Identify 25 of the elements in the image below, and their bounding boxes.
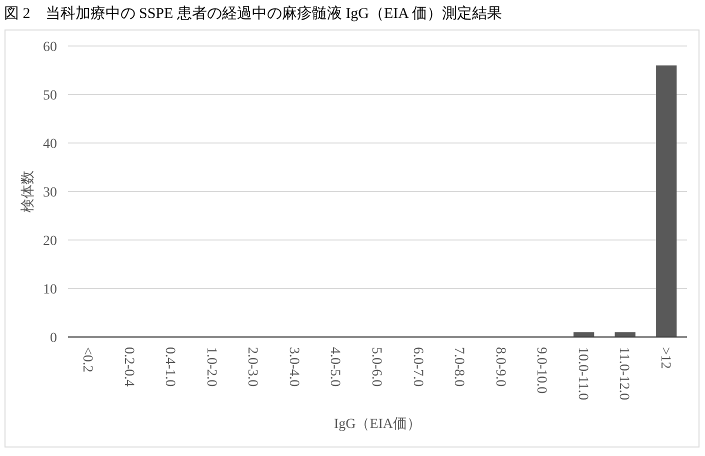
x-tick-label: >12 <box>657 347 672 369</box>
y-tick-label: 0 <box>50 331 57 346</box>
y-tick-label: 10 <box>43 282 57 298</box>
x-tick-label: 6.0-7.0 <box>410 347 425 387</box>
y-axis-title: 検体数 <box>20 170 36 212</box>
x-tick-label: <0.2 <box>80 347 95 372</box>
x-tick-label: 0.4-1.0 <box>162 347 178 387</box>
x-tick-label: 10.0-11.0 <box>574 347 590 400</box>
x-axis-title: IgG（EIA価） <box>334 416 422 432</box>
x-tick-label: 3.0-4.0 <box>286 347 301 387</box>
x-tick-label: 9.0-10.0 <box>534 347 549 394</box>
y-tick-label: 50 <box>43 88 57 104</box>
x-tick-label: 0.2-0.4 <box>120 347 136 387</box>
x-tick-label: 7.0-8.0 <box>451 347 466 387</box>
x-tick-label: 4.0-5.0 <box>327 347 342 387</box>
y-tick-label: 40 <box>43 137 57 152</box>
x-tick-label: 2.0-3.0 <box>244 347 260 387</box>
chart-title: 図 2 当科加療中の SSPE 患者の経過中の麻疹髄液 IgG（EIA 価）測定結果 <box>4 5 502 22</box>
y-tick-label: 20 <box>43 234 57 249</box>
x-tick-label: 11.0-12.0 <box>616 347 632 400</box>
x-tick-label: 1.0-2.0 <box>203 347 218 387</box>
y-tick-label: 30 <box>43 186 57 200</box>
y-tick-label: 60 <box>43 40 57 55</box>
x-tick-label: 8.0-9.0 <box>492 347 508 387</box>
x-tick-label: 5.0-6.0 <box>368 347 384 387</box>
